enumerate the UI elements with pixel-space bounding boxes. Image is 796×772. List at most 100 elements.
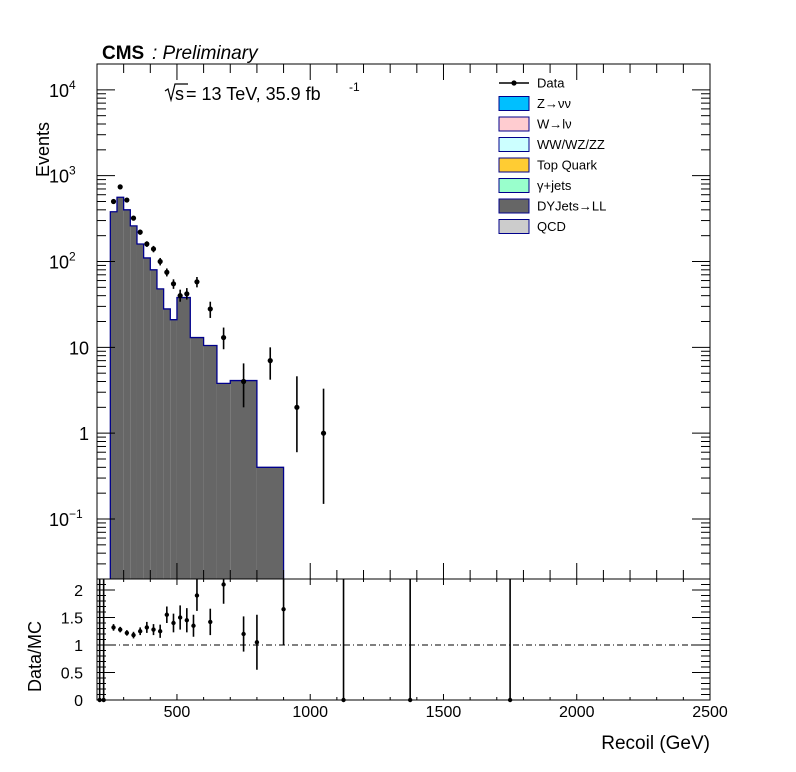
ratio-point [254, 640, 260, 645]
ratio-y-tick-label: 1 [74, 638, 83, 655]
mc-bin [176, 297, 191, 579]
legend-swatch [498, 178, 530, 193]
ratio-point [111, 625, 116, 630]
main-y-tick-exponent: 2 [69, 250, 76, 264]
ratio-point [117, 627, 123, 632]
main-y-tick-label: 10 [69, 338, 89, 358]
main-y-tick-label: 10 [49, 81, 69, 101]
sqrt-symbol [164, 83, 188, 103]
mc-bin [110, 211, 117, 580]
data-point [170, 281, 177, 287]
data-point [320, 430, 327, 436]
ratio-point [171, 620, 176, 626]
ratio-points [97, 579, 513, 703]
ratio-plot-frame [96, 578, 711, 701]
data-point [157, 258, 163, 265]
mc-bin [116, 197, 124, 580]
mc-bin [216, 383, 231, 579]
ratio-x-tick-label: 500 [164, 704, 191, 721]
ratio-point [164, 612, 170, 617]
ratio-y-tick-label: 0.5 [61, 666, 83, 683]
ratio-point [151, 627, 156, 632]
lumi-sqrt-argument: s [175, 84, 184, 104]
ratio-point [157, 629, 163, 634]
legend-label: WW/WZ/ZZ [537, 137, 605, 152]
ratio-point [177, 615, 183, 620]
legend-label: γ+jets [537, 178, 572, 193]
ratio-x-tick-label: 2000 [559, 704, 595, 721]
ratio-point [208, 619, 213, 625]
legend-swatch [498, 157, 530, 173]
mc-bin [256, 467, 284, 579]
legend-label: QCD [537, 219, 566, 234]
main-y-tick-exponent: 4 [69, 78, 76, 92]
legend-swatch [498, 137, 530, 152]
ratio-point [191, 623, 196, 628]
legend-data-marker [511, 80, 517, 86]
data-point [130, 215, 137, 221]
ratio-y-tick-label: 2 [74, 583, 83, 600]
main-y-tick-exponent: 3 [69, 164, 76, 178]
ratio-point [241, 631, 246, 637]
legend-swatch [498, 198, 530, 214]
main-y-tick-label: 10 [49, 510, 69, 530]
legend-label: W→lν [537, 117, 572, 132]
ratio-point [131, 632, 136, 638]
ratio-point [221, 582, 226, 587]
main-y-tick-label: 1 [79, 424, 89, 444]
ratio-point [124, 630, 130, 636]
data-point [240, 378, 247, 385]
ratio-x-tick-label: 2500 [692, 704, 728, 721]
lumi-label: = 13 TeV, 35.9 fb s -1 [164, 80, 360, 104]
ratio-x-axis-ticks: 500 1000 1500 2000 2500 [96, 579, 728, 721]
data-point [137, 229, 143, 235]
legend: Data Z→νν W→lν WW/WZ/ZZ Top Quark γ+jets DYJet… [498, 76, 606, 234]
data-points [110, 184, 327, 504]
ratio-x-tick-label: 1500 [426, 704, 462, 721]
legend-label: Z→νν [537, 96, 571, 111]
data-point [144, 241, 150, 247]
legend-label: Top Quark [537, 158, 597, 173]
mc-bin [156, 288, 164, 579]
ratio-y-tick-label: 1.5 [61, 611, 83, 628]
mc-bin [123, 209, 131, 580]
legend-swatch [498, 219, 530, 234]
data-point [117, 184, 123, 190]
ratio-y-tick-label: 0 [74, 693, 83, 710]
main-y-axis-label: Events [33, 122, 53, 177]
mc-bin [163, 308, 171, 579]
ratio-point [281, 607, 286, 612]
status-label: : Preliminary [152, 43, 259, 64]
data-point [124, 197, 130, 203]
main-y-tick-label: 10 [49, 167, 69, 187]
ratio-point [137, 629, 143, 634]
data-point [184, 291, 190, 297]
data-point [110, 198, 117, 205]
mc-bin [150, 269, 157, 579]
mc-bin [170, 319, 177, 579]
mc-bin [190, 337, 204, 579]
x-axis-label: Recoil (GeV) [601, 733, 710, 754]
mc-bin [203, 345, 217, 579]
main-y-tick-exponent: −1 [69, 507, 83, 521]
experiment-label: CMS [102, 43, 144, 64]
data-point [294, 404, 300, 410]
mc-bin [230, 380, 257, 579]
mc-stack-histogram [109, 196, 285, 580]
data-point [164, 269, 170, 275]
ratio-x-tick-label: 1000 [292, 704, 328, 721]
legend-label: DYJets→LL [537, 199, 606, 214]
data-point [150, 246, 157, 252]
lumi-exponent: -1 [349, 80, 360, 94]
data-point [220, 334, 227, 341]
lumi-text: = 13 TeV, 35.9 fb [186, 84, 321, 104]
ratio-y-axis-ticks: 0 0.5 1 1.5 2 [61, 578, 710, 710]
ratio-plot-panel: 0 0.5 1 1.5 2 500 1000 1500 2000 2500 [61, 578, 728, 721]
data-point [267, 358, 273, 364]
main-y-tick-label: 10 [49, 253, 69, 273]
ratio-point [184, 618, 190, 623]
ratio-point [144, 625, 150, 630]
